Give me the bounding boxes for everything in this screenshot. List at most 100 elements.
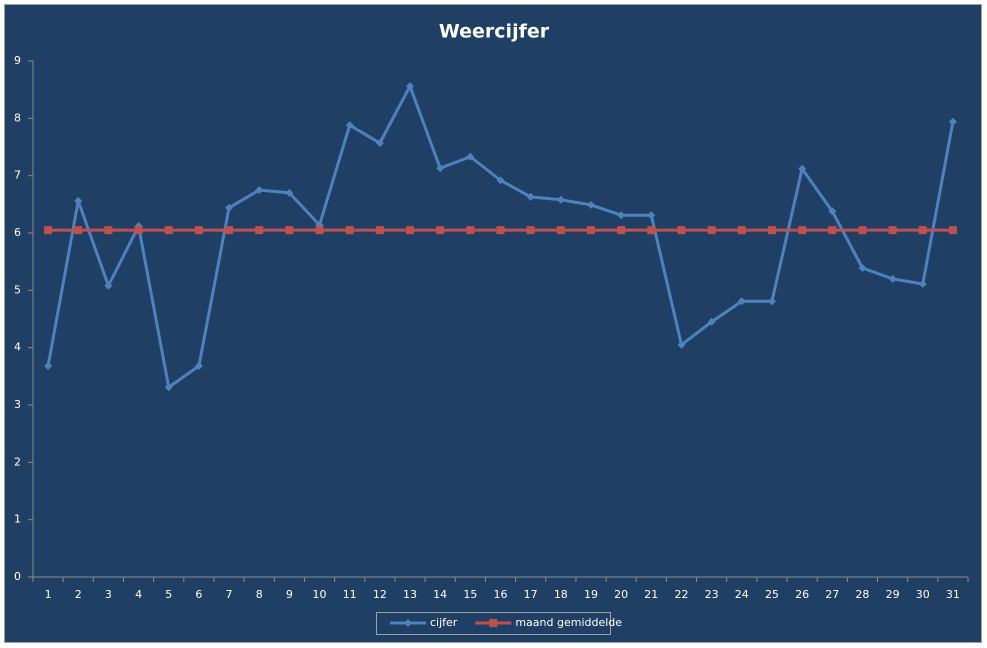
point	[918, 280, 927, 289]
point	[858, 263, 867, 272]
point	[858, 226, 867, 235]
x-tick-label: 7	[226, 588, 233, 601]
point	[556, 226, 565, 235]
x-tick-label: 11	[343, 588, 357, 601]
x-tick-label: 20	[614, 588, 628, 601]
point	[375, 226, 384, 235]
x-tick-label: 6	[195, 588, 202, 601]
point	[496, 226, 505, 235]
point	[737, 226, 746, 235]
point	[767, 297, 776, 306]
point	[888, 226, 897, 235]
point	[315, 226, 324, 235]
point	[285, 188, 294, 197]
point	[737, 297, 746, 306]
y-tick-label: 5	[14, 283, 21, 296]
x-tick-label: 31	[946, 588, 960, 601]
point	[225, 226, 234, 235]
y-tick-label: 8	[14, 111, 21, 124]
x-tick-label: 21	[644, 588, 658, 601]
point	[345, 226, 354, 235]
point	[255, 186, 264, 194]
point	[677, 226, 686, 235]
legend-label: maand gemiddelde	[515, 616, 622, 629]
point	[255, 226, 264, 235]
point	[888, 274, 897, 283]
x-tick-label: 3	[105, 588, 112, 601]
x-tick-label: 8	[256, 588, 263, 601]
point	[707, 317, 716, 326]
x-tick-label: 10	[313, 588, 327, 601]
x-tick-label: 16	[494, 588, 508, 601]
x-tick-label: 19	[584, 588, 598, 601]
point	[74, 196, 83, 205]
point	[406, 226, 415, 235]
x-tick-label: 1	[45, 588, 52, 601]
point	[194, 362, 203, 371]
point	[828, 226, 837, 235]
point	[134, 226, 143, 235]
point	[375, 138, 384, 147]
point	[436, 226, 445, 235]
point	[164, 226, 173, 235]
point	[74, 226, 83, 235]
point	[164, 383, 173, 392]
legend-marker	[404, 619, 412, 627]
legend-marker	[489, 619, 498, 627]
point	[44, 226, 53, 235]
point	[617, 211, 626, 220]
x-tick-label: 23	[705, 588, 719, 601]
point	[918, 226, 927, 235]
point	[798, 164, 807, 173]
y-tick-label: 4	[14, 341, 21, 354]
point	[707, 226, 716, 235]
point	[496, 176, 505, 185]
point	[526, 192, 535, 201]
x-tick-label: 4	[135, 588, 142, 601]
point	[406, 82, 415, 91]
point	[586, 200, 595, 209]
y-tick-label: 0	[14, 570, 21, 583]
x-tick-label: 14	[433, 588, 447, 601]
x-tick-label: 25	[765, 588, 779, 601]
point	[647, 226, 656, 235]
x-tick-label: 2	[75, 588, 82, 601]
point	[677, 340, 686, 349]
y-tick-label: 3	[14, 398, 21, 411]
point	[104, 226, 113, 235]
legend	[376, 612, 611, 635]
point	[948, 117, 957, 126]
x-tick-label: 30	[916, 588, 930, 601]
point	[345, 121, 354, 130]
point	[556, 195, 565, 204]
x-tick-label: 26	[795, 588, 809, 601]
point	[948, 226, 957, 235]
point	[798, 226, 807, 235]
chart-title: Weercijfer	[439, 21, 550, 43]
x-tick-label: 24	[735, 588, 749, 601]
x-tick-label: 22	[674, 588, 688, 601]
x-tick-label: 28	[855, 588, 869, 601]
point	[225, 203, 234, 212]
y-tick-label: 1	[14, 513, 21, 526]
y-tick-label: 6	[14, 226, 21, 239]
chart-area	[4, 4, 982, 643]
point	[285, 226, 294, 235]
x-tick-label: 27	[825, 588, 839, 601]
point	[436, 164, 445, 173]
y-tick-label: 7	[14, 169, 21, 182]
point	[466, 152, 475, 161]
x-tick-label: 9	[286, 588, 293, 601]
y-tick-label: 2	[14, 455, 21, 468]
x-tick-label: 5	[165, 588, 172, 601]
point	[44, 362, 53, 371]
point	[104, 281, 113, 290]
x-tick-label: 15	[463, 588, 477, 601]
point	[647, 211, 656, 220]
y-tick-label: 9	[14, 54, 21, 67]
point	[526, 226, 535, 235]
legend-label: cijfer	[430, 616, 458, 629]
point	[617, 226, 626, 235]
point	[767, 226, 776, 235]
point	[194, 226, 203, 235]
